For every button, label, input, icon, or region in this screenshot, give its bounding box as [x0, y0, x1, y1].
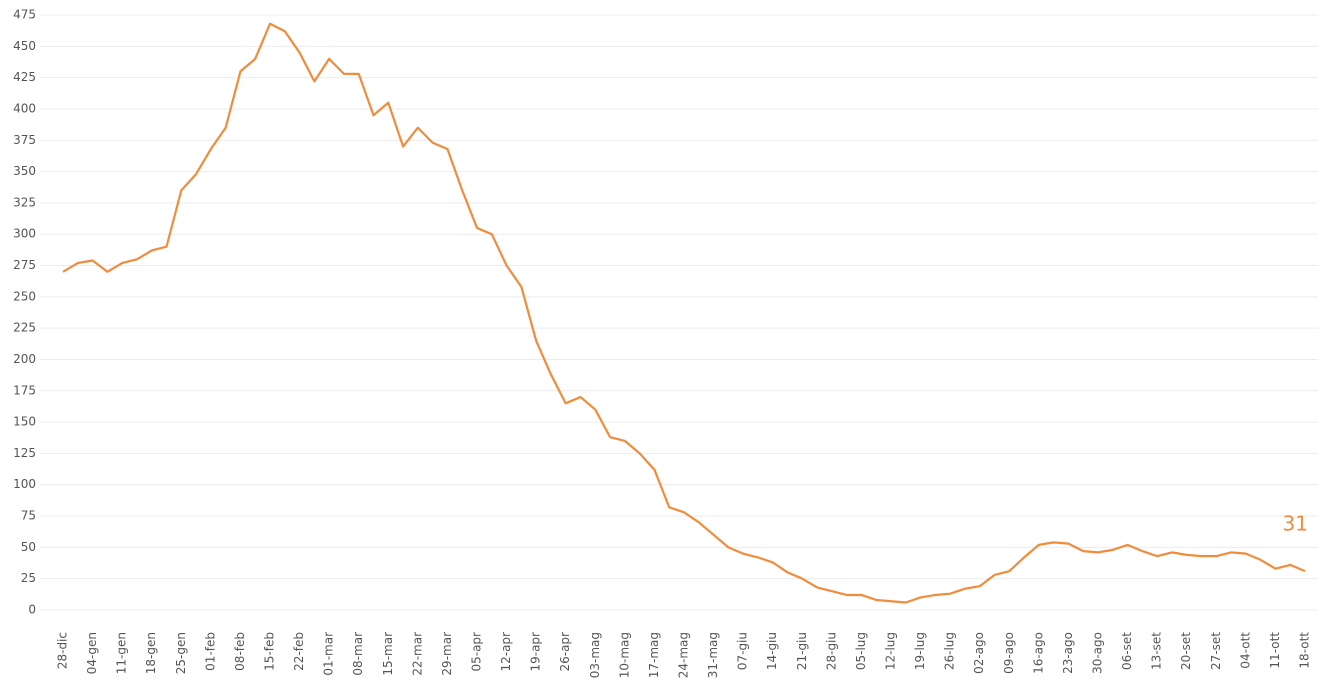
- x-tick-label: 01-mar: [322, 632, 336, 676]
- x-tick-label: 27-set: [1209, 632, 1223, 670]
- x-tick-label: 26-apr: [558, 632, 572, 672]
- x-tick-label: 17-mag: [647, 632, 661, 678]
- x-tick-label: 10-mag: [617, 632, 631, 678]
- y-tick-label: 100: [13, 477, 36, 491]
- x-tick-label: 05-apr: [470, 632, 484, 672]
- y-tick-label: 0: [28, 603, 36, 617]
- x-tick-label: 09-ago: [1002, 632, 1016, 674]
- x-tick-label: 11-gen: [115, 632, 129, 674]
- line: [62, 22, 1306, 604]
- x-tick-label: 25-gen: [174, 632, 188, 674]
- x-tick-label: 11-ott: [1268, 632, 1282, 669]
- y-tick-label: 475: [13, 8, 36, 22]
- x-tick-label: 08-mar: [351, 632, 365, 676]
- x-tick-label: 19-apr: [529, 632, 543, 672]
- x-tick-label: 30-ago: [1091, 632, 1105, 674]
- x-tick-label: 12-apr: [499, 632, 513, 672]
- y-tick-label: 300: [13, 227, 36, 241]
- x-tick-label: 23-ago: [1061, 632, 1075, 674]
- x-tick-label: 04-ott: [1238, 632, 1252, 669]
- x-tick-label: 24-mag: [677, 632, 691, 678]
- x-tick-label: 18-ott: [1298, 632, 1312, 669]
- y-tick-label: 425: [13, 70, 36, 84]
- y-tick-label: 50: [21, 540, 36, 554]
- y-tick-label: 175: [13, 383, 36, 397]
- x-tick-label: 07-giu: [736, 632, 750, 670]
- x-tick-label: 13-set: [1150, 632, 1164, 670]
- y-tick-label: 325: [13, 195, 36, 209]
- x-tick-label: 18-gen: [144, 632, 158, 674]
- x-tick-label: 29-mar: [440, 632, 454, 676]
- x-tick-label: 28-giu: [824, 632, 838, 670]
- x-tick-label: 28-dic: [56, 632, 70, 669]
- x-tick-label: 05-lug: [854, 632, 868, 670]
- x-tick-label: 26-lug: [943, 632, 957, 670]
- x-tick-label: 14-giu: [765, 632, 779, 670]
- x-tick-label: 21-giu: [795, 632, 809, 670]
- y-tick-label: 275: [13, 258, 36, 272]
- x-tick-label: 02-ago: [972, 632, 986, 674]
- x-tick-label: 15-feb: [263, 632, 277, 671]
- x-tick-label: 12-lug: [884, 632, 898, 670]
- x-tick-label: 16-ago: [1031, 632, 1045, 674]
- x-tick-label: 20-set: [1179, 632, 1193, 670]
- x-tick-label: 22-mar: [410, 632, 424, 676]
- x-tick-label: 22-feb: [292, 632, 306, 671]
- y-tick-label: 400: [13, 101, 36, 115]
- x-tick-label: 19-lug: [913, 632, 927, 670]
- y-tick-label: 375: [13, 133, 36, 147]
- x-tick-label: 31-mag: [706, 632, 720, 678]
- x-tick-label: 04-gen: [85, 632, 99, 674]
- y-tick-label: 150: [13, 415, 36, 429]
- x-tick-label: 06-set: [1120, 632, 1134, 670]
- x-tick-label: 03-mag: [588, 632, 602, 678]
- y-tick-label: 75: [21, 509, 36, 523]
- data-label: 31: [1283, 512, 1308, 536]
- y-tick-label: 450: [13, 39, 36, 53]
- y-tick-label: 225: [13, 321, 36, 335]
- y-tick-label: 200: [13, 352, 36, 366]
- x-tick-label: 01-feb: [203, 632, 217, 671]
- y-tick-label: 350: [13, 164, 36, 178]
- x-tick-label: 08-feb: [233, 632, 247, 671]
- x-tick-label: 15-mar: [381, 632, 395, 676]
- y-tick-label: 125: [13, 446, 36, 460]
- y-tick-label: 250: [13, 289, 36, 303]
- y-tick-label: 25: [21, 571, 36, 585]
